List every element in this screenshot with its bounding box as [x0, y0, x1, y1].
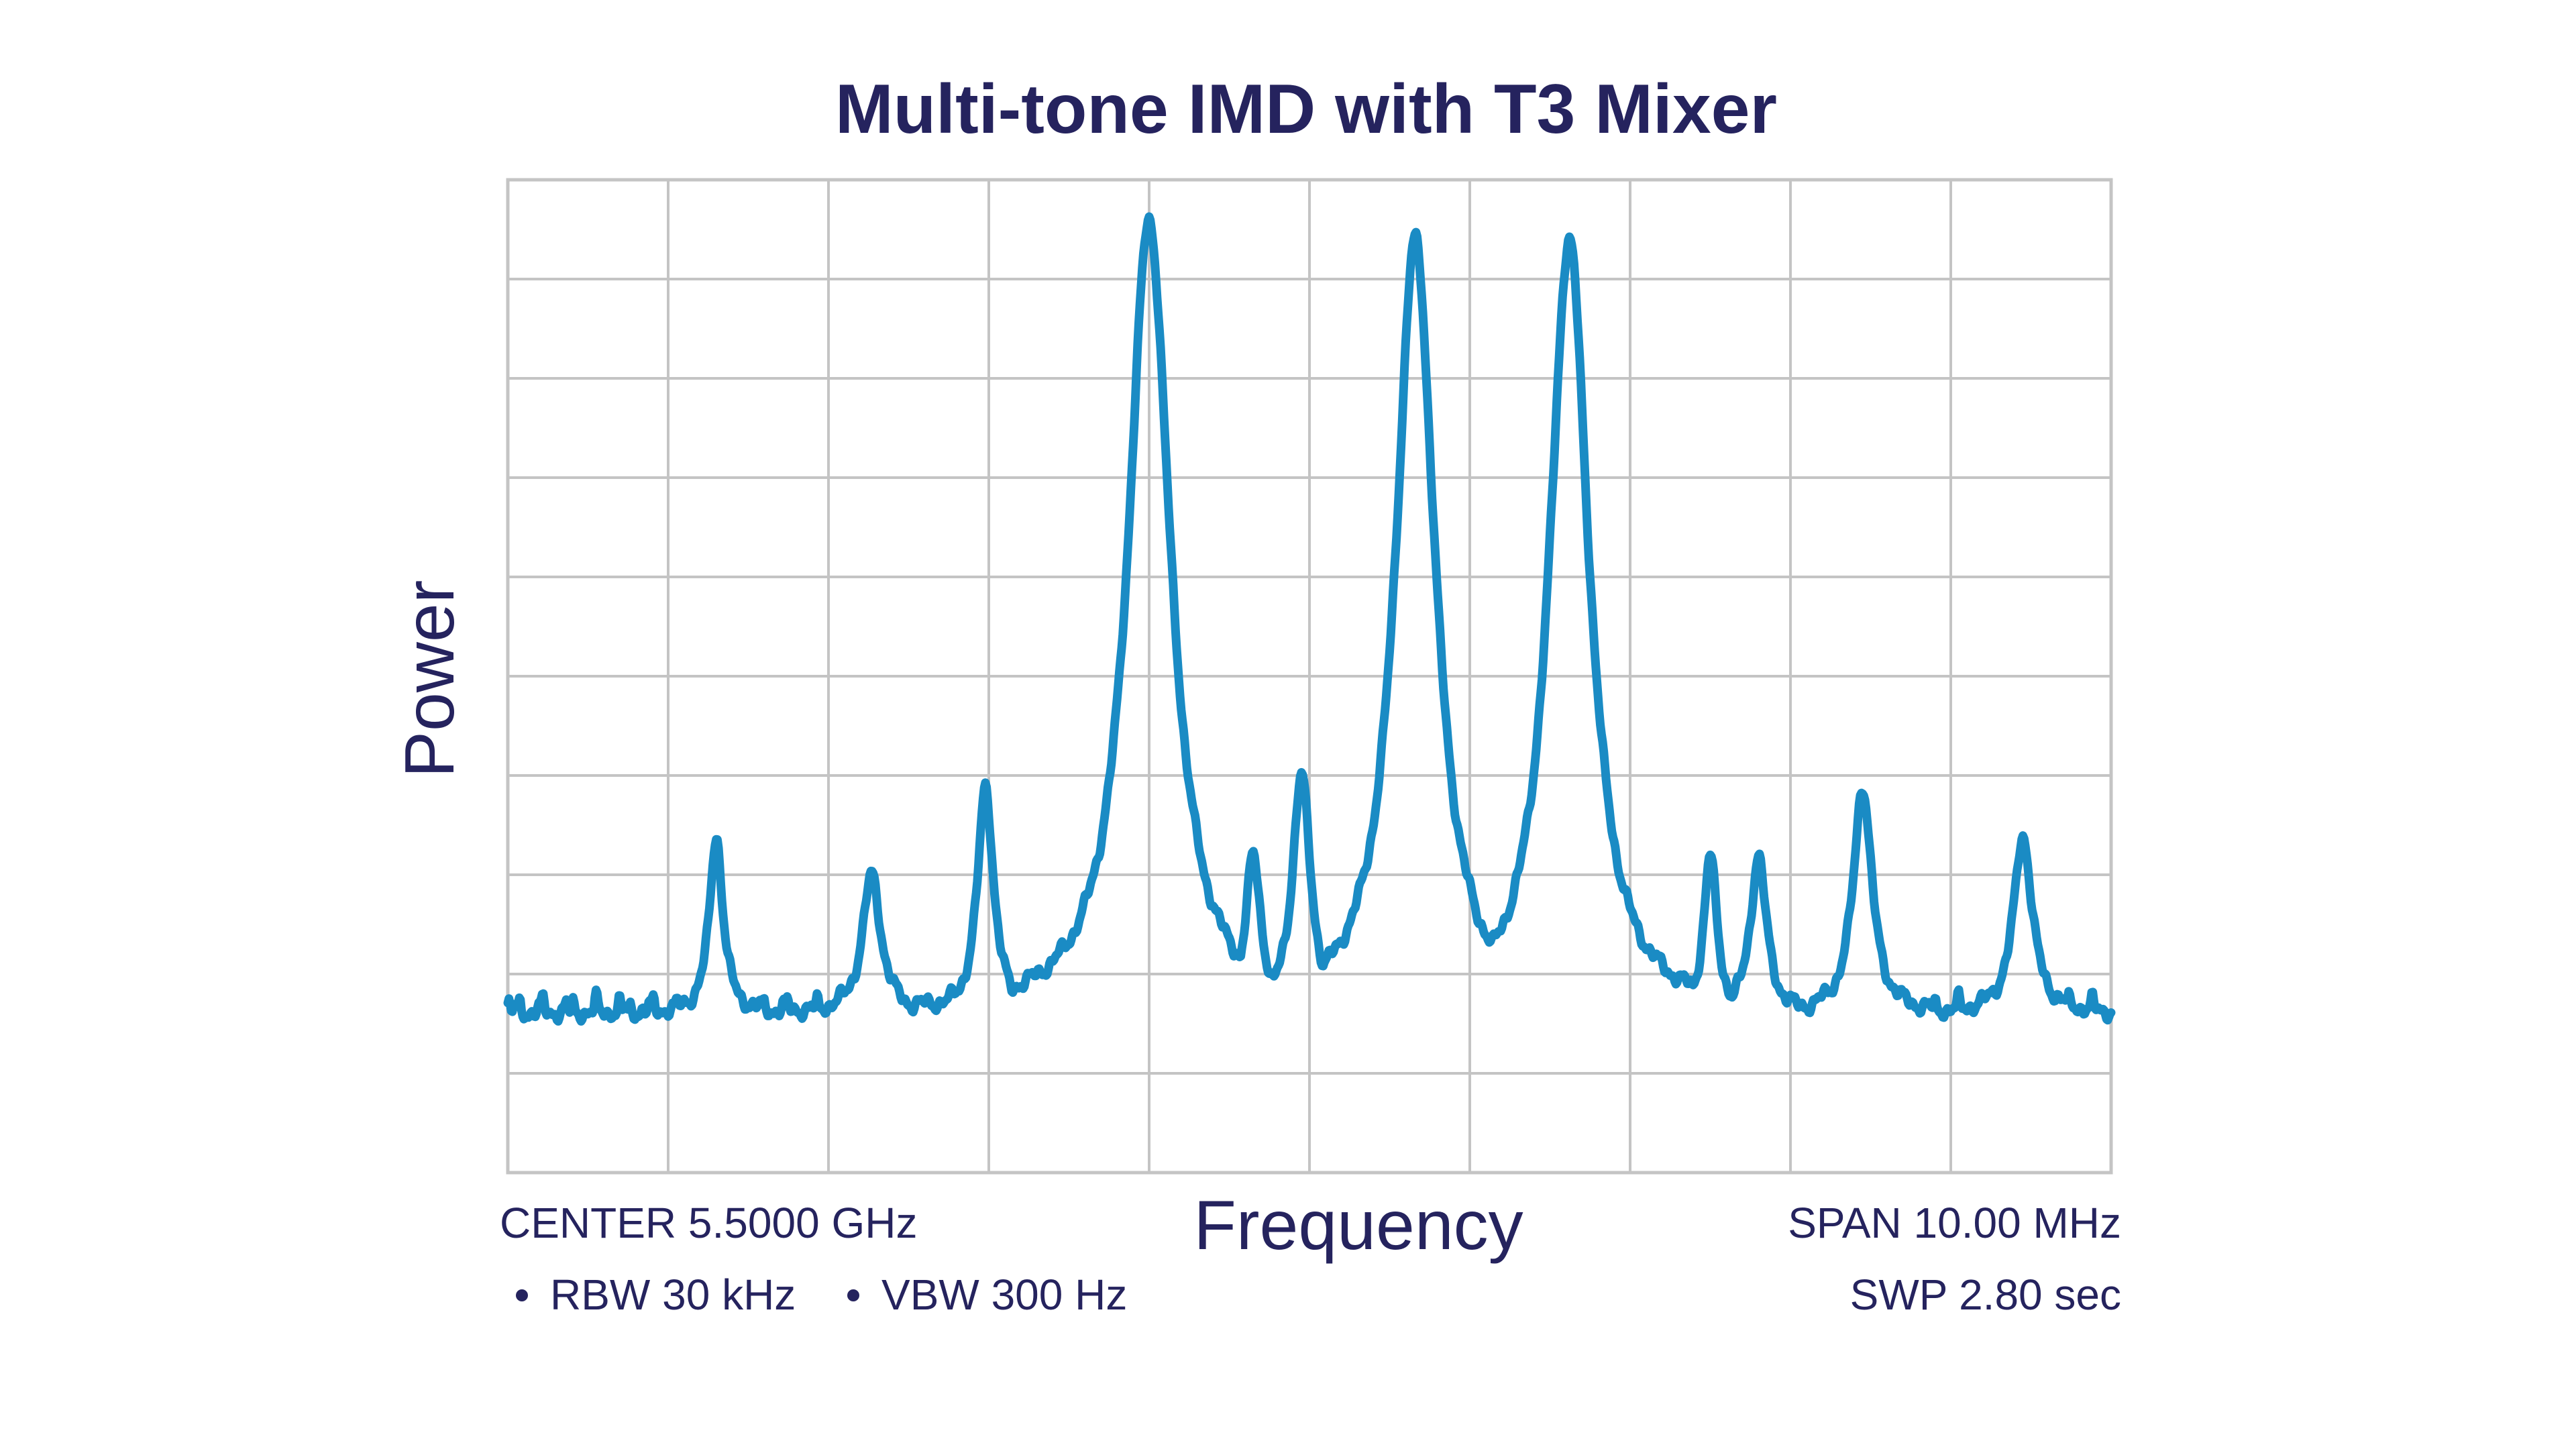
center-frequency-label: CENTER 5.5000 GHz [500, 1199, 917, 1247]
chart-title: Multi-tone IMD with T3 Mixer [835, 70, 1777, 148]
sweep-time-label: SWP 2.80 sec [1850, 1271, 2121, 1319]
span-label: SPAN 10.00 MHz [1788, 1199, 2121, 1247]
plot-frame [506, 178, 2113, 1175]
vbw-bullet-icon [847, 1289, 859, 1301]
x-axis-label: Frequency [1193, 1187, 1523, 1265]
rbw-label: RBW 30 kHz [550, 1271, 796, 1319]
spectrum-trace [503, 212, 2116, 1026]
grid [508, 180, 2111, 1173]
rbw-bullet-icon [516, 1289, 528, 1301]
vbw-label: VBW 300 Hz [881, 1271, 1127, 1319]
y-axis-label: Power [391, 580, 469, 778]
